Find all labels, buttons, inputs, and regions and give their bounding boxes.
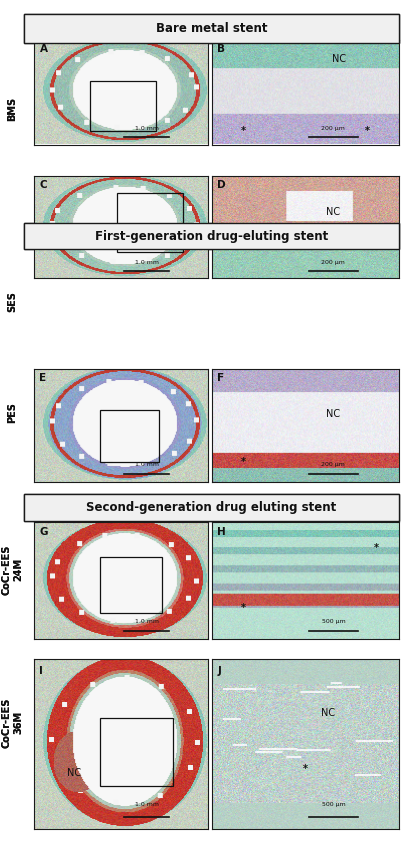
Text: PES: PES bbox=[7, 402, 17, 422]
Text: 500 μm: 500 μm bbox=[322, 802, 345, 807]
Text: 1.0 mm: 1.0 mm bbox=[135, 260, 159, 264]
Bar bbox=[24, 495, 399, 520]
Text: 1.0 mm: 1.0 mm bbox=[135, 619, 159, 624]
Text: PES: PES bbox=[7, 402, 17, 422]
Text: Second-generation drug eluting stent: Second-generation drug eluting stent bbox=[87, 501, 337, 514]
Text: NC: NC bbox=[67, 768, 81, 778]
Text: E: E bbox=[39, 373, 47, 383]
Text: SES: SES bbox=[7, 292, 17, 312]
Text: 500 μm: 500 μm bbox=[322, 619, 345, 624]
Text: Bare metal stent: Bare metal stent bbox=[156, 21, 267, 35]
Bar bbox=[24, 14, 399, 42]
Text: J: J bbox=[217, 666, 221, 676]
Bar bbox=[24, 14, 399, 42]
Text: CoCr-EES
24M: CoCr-EES 24M bbox=[1, 544, 23, 595]
Text: CoCr-EES
36M: CoCr-EES 36M bbox=[1, 697, 23, 748]
Text: *: * bbox=[241, 456, 246, 467]
Text: *: * bbox=[241, 603, 246, 613]
Text: G: G bbox=[39, 527, 48, 536]
Bar bbox=[90, 81, 156, 131]
Text: NC: NC bbox=[321, 708, 335, 718]
Text: Ca: Ca bbox=[252, 230, 265, 240]
Text: *: * bbox=[365, 126, 370, 136]
Text: CoCr-EES
36M: CoCr-EES 36M bbox=[1, 697, 23, 748]
Text: I: I bbox=[39, 666, 44, 676]
Text: 1.0 mm: 1.0 mm bbox=[135, 802, 159, 807]
Text: F: F bbox=[217, 373, 224, 383]
Text: Bare metal stent: Bare metal stent bbox=[156, 21, 267, 35]
Text: *: * bbox=[303, 764, 308, 774]
Text: 200 μm: 200 μm bbox=[322, 126, 345, 131]
Text: BMS: BMS bbox=[7, 97, 17, 121]
Text: *: * bbox=[374, 542, 379, 552]
Text: CoCr-EES
24M: CoCr-EES 24M bbox=[1, 544, 23, 595]
Text: 200 μm: 200 μm bbox=[322, 462, 345, 468]
Text: C: C bbox=[39, 180, 47, 190]
Text: Second-generation drug eluting stent: Second-generation drug eluting stent bbox=[87, 501, 337, 514]
Text: 200 μm: 200 μm bbox=[322, 260, 345, 264]
Bar bbox=[117, 193, 183, 252]
Text: First-generation drug-eluting stent: First-generation drug-eluting stent bbox=[95, 230, 328, 243]
Text: NC: NC bbox=[326, 409, 341, 419]
Bar bbox=[24, 495, 399, 520]
Text: NC: NC bbox=[326, 207, 341, 217]
Text: 1.0 mm: 1.0 mm bbox=[135, 462, 159, 468]
Text: H: H bbox=[217, 527, 226, 536]
Text: B: B bbox=[217, 44, 225, 54]
Text: BMS: BMS bbox=[7, 97, 17, 121]
Bar bbox=[100, 557, 162, 614]
Bar bbox=[100, 410, 159, 462]
Text: 1.0 mm: 1.0 mm bbox=[135, 126, 159, 131]
Bar bbox=[24, 224, 399, 250]
Bar bbox=[100, 718, 173, 786]
Text: SES: SES bbox=[7, 292, 17, 312]
Text: *: * bbox=[241, 126, 246, 136]
Text: NC: NC bbox=[332, 54, 346, 64]
Text: First-generation drug-eluting stent: First-generation drug-eluting stent bbox=[95, 230, 328, 243]
Text: D: D bbox=[217, 180, 226, 190]
Text: A: A bbox=[39, 44, 48, 54]
Bar bbox=[24, 224, 399, 250]
